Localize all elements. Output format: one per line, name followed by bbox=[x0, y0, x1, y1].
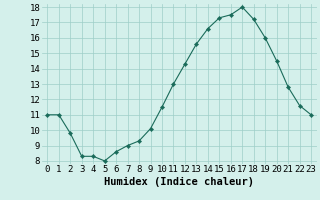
X-axis label: Humidex (Indice chaleur): Humidex (Indice chaleur) bbox=[104, 177, 254, 187]
